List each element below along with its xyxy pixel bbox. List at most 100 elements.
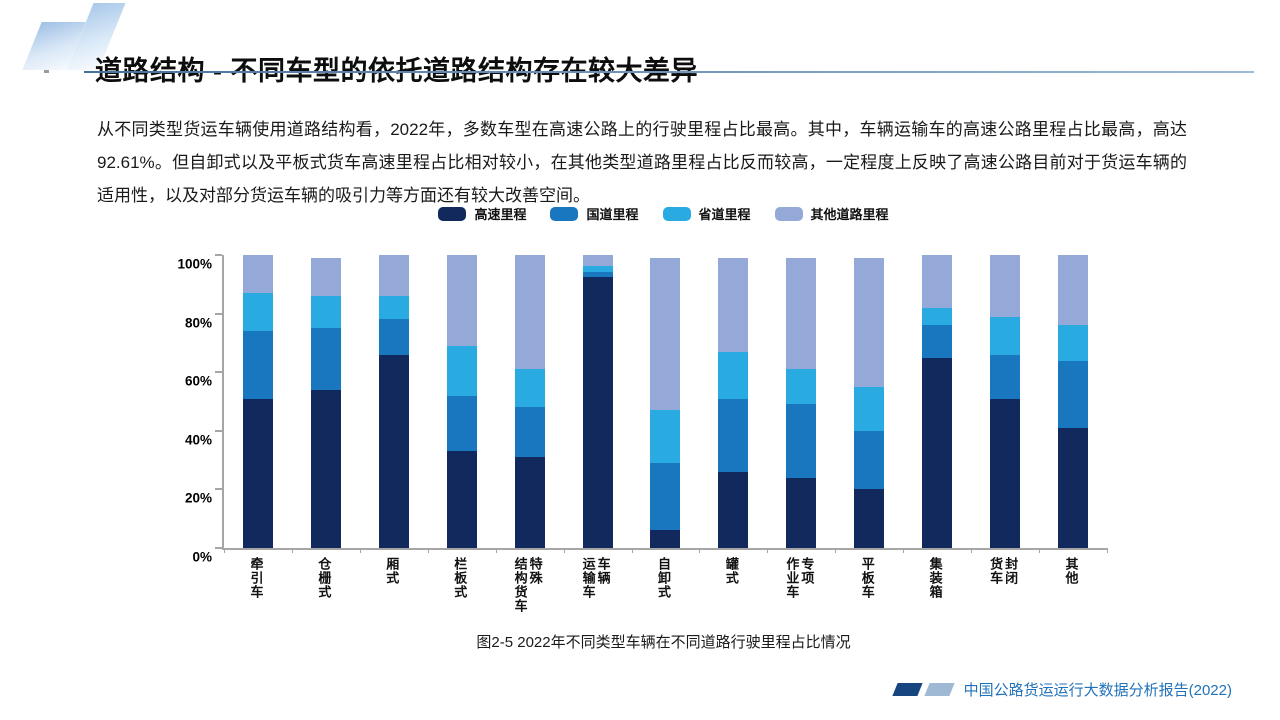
x-axis-category-label: 自卸式 <box>655 557 671 599</box>
legend-label: 其他道路里程 <box>810 207 889 222</box>
x-axis-category-label: 专项 作业车 <box>784 557 815 599</box>
bar-segment <box>514 255 545 370</box>
x-axis-tick-mark <box>971 548 973 553</box>
title-underline-dot <box>44 70 49 73</box>
stacked-bar <box>922 255 953 548</box>
bar-slot <box>360 255 428 548</box>
y-axis-tick-mark <box>215 429 222 432</box>
x-axis-tick-mark <box>291 548 293 553</box>
bar-slot <box>699 255 767 548</box>
bar-segment <box>854 386 885 431</box>
bar-segment <box>310 257 341 297</box>
title-underline <box>84 71 1254 73</box>
bar-segment <box>786 477 817 548</box>
bar-segment <box>446 345 477 396</box>
bar-slot <box>835 255 903 548</box>
legend-swatch <box>550 206 579 221</box>
bar-segment <box>378 296 409 320</box>
stacked-bar <box>786 257 817 548</box>
legend-label: 高速里程 <box>474 207 527 222</box>
legend-item: 其他道路里程 <box>774 204 889 223</box>
x-axis-category-label: 特殊 结构货车 <box>512 557 543 613</box>
y-axis-tick-label: 40% <box>184 432 212 448</box>
bar-segment <box>922 325 953 358</box>
legend-swatch <box>774 206 803 221</box>
x-axis-category-label: 罐式 <box>723 557 739 585</box>
bar-segment <box>242 331 273 399</box>
x-label-slot: 栏板式 <box>426 557 494 613</box>
x-label-slot: 集装箱 <box>901 557 969 613</box>
x-axis-category-label: 其他 <box>1063 557 1079 585</box>
bar-segment <box>922 307 953 326</box>
bar-segment <box>446 395 477 452</box>
y-axis-tick-label: 100% <box>177 256 212 272</box>
bar-segment <box>1058 360 1089 428</box>
bar-segment <box>1058 325 1089 361</box>
bar-segment <box>990 398 1021 548</box>
bar-segment <box>378 354 409 548</box>
x-axis-category-label: 栏板式 <box>452 557 468 599</box>
bar-slot <box>1039 255 1107 548</box>
bar-segment <box>514 457 545 548</box>
stacked-bar <box>1058 255 1089 548</box>
bar-segment <box>650 257 681 411</box>
stacked-bar <box>310 257 341 548</box>
chart-x-axis-labels: 牵引车 仓栅式 厢式 栏板式 特殊 结构货车 车辆 运输车 自卸式 罐式 专项 作业车 平板车 集装… <box>222 557 1105 613</box>
bar-segment <box>854 257 885 387</box>
x-axis-tick-mark <box>699 548 701 553</box>
chart-bars <box>224 255 1107 548</box>
bar-slot <box>767 255 835 548</box>
y-axis-tick-label: 0% <box>192 549 212 565</box>
bar-segment <box>378 255 409 297</box>
footer-decoration-light-parallelogram <box>923 683 955 696</box>
bar-slot <box>496 255 564 548</box>
x-label-slot: 封闭 货车 <box>969 557 1037 613</box>
bar-segment <box>582 272 613 277</box>
bar-segment <box>582 276 613 548</box>
stacked-bar <box>854 257 885 548</box>
x-axis-tick-mark <box>631 548 633 553</box>
footer-decoration-dark-parallelogram <box>891 683 923 696</box>
y-axis-tick-mark <box>215 371 222 374</box>
x-axis-category-label: 平板车 <box>859 557 875 599</box>
bar-slot <box>903 255 971 548</box>
bar-segment <box>990 255 1021 317</box>
bar-segment <box>854 489 885 548</box>
y-axis-tick-label: 60% <box>184 373 212 389</box>
bar-segment <box>446 255 477 346</box>
x-axis-tick-mark <box>224 548 225 553</box>
bar-segment <box>582 255 613 267</box>
bar-segment <box>922 357 953 548</box>
bar-segment <box>310 296 341 329</box>
x-axis-category-label: 仓栅式 <box>316 557 332 599</box>
y-axis-tick-mark <box>215 254 222 256</box>
x-axis-tick-mark <box>903 548 905 553</box>
x-axis-tick-mark <box>1039 548 1041 553</box>
x-axis-category-label: 车辆 运输车 <box>580 557 611 599</box>
bar-segment <box>378 319 409 355</box>
x-label-slot: 其他 <box>1037 557 1105 613</box>
bar-segment <box>718 351 749 399</box>
x-label-slot: 牵引车 <box>222 557 290 613</box>
footer-report-title: 中国公路货运运行大数据分析报告(2022) <box>963 682 1232 699</box>
x-axis-tick-mark <box>563 548 565 553</box>
bar-segment <box>786 404 817 478</box>
stacked-bar <box>582 255 613 548</box>
legend-item: 高速里程 <box>438 204 526 223</box>
x-label-slot: 厢式 <box>358 557 426 613</box>
stacked-bar <box>514 255 545 548</box>
stacked-bar <box>378 255 409 548</box>
bar-segment <box>922 255 953 308</box>
bar-slot <box>292 255 360 548</box>
bar-segment <box>514 369 545 408</box>
bar-segment <box>1058 427 1089 548</box>
legend-swatch <box>662 206 691 221</box>
x-axis-category-label: 封闭 货车 <box>988 557 1019 585</box>
bar-segment <box>718 257 749 352</box>
bar-segment <box>718 471 749 548</box>
stacked-bar <box>990 255 1021 548</box>
y-axis-tick-label: 20% <box>184 490 212 506</box>
bar-slot <box>632 255 700 548</box>
legend-item: 国道里程 <box>550 204 639 223</box>
